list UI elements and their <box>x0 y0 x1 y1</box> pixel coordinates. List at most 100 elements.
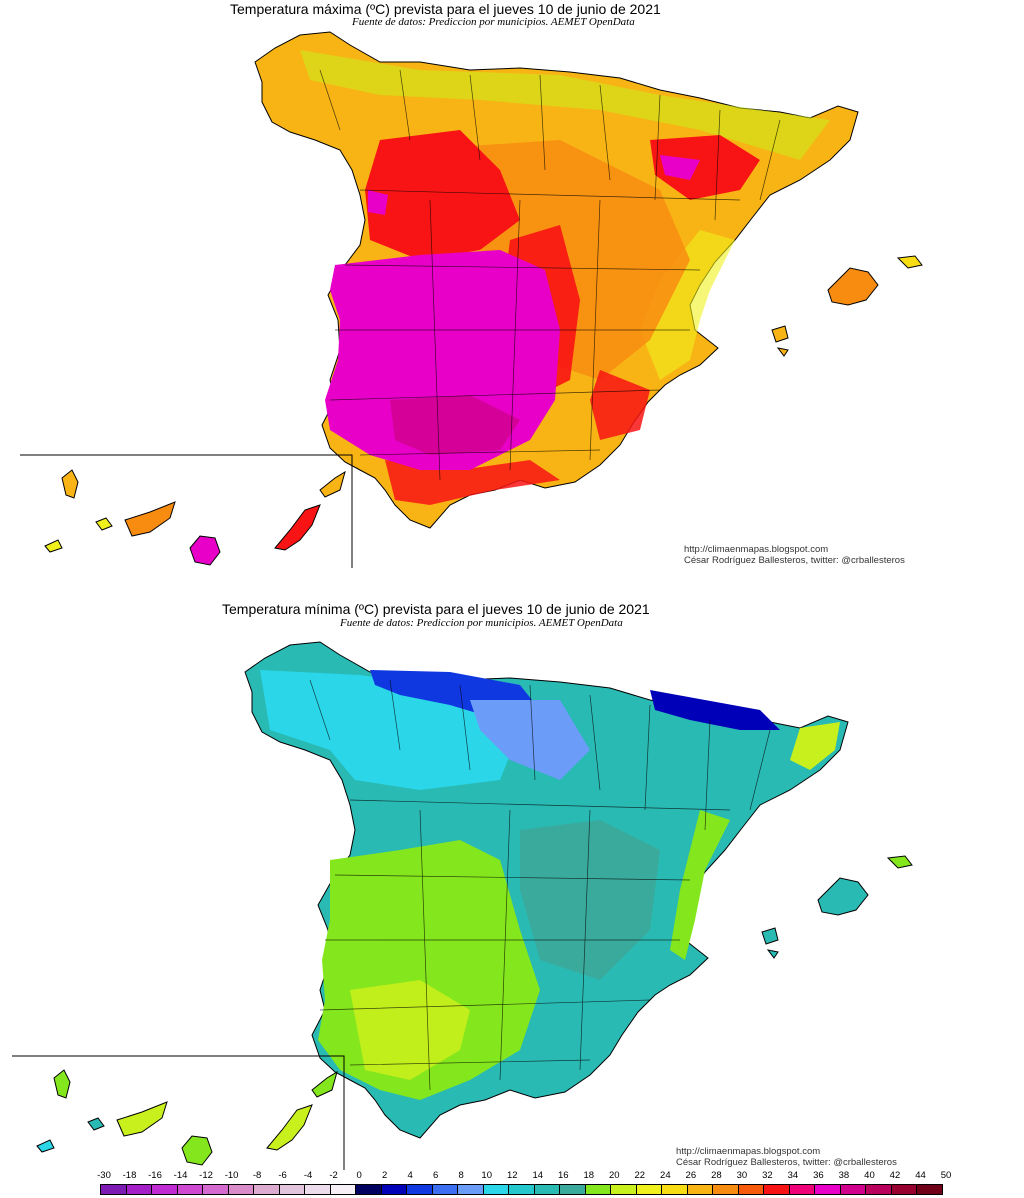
legend-label: 2 <box>382 1170 388 1181</box>
max-gran-canaria <box>189 535 221 566</box>
legend-swatch <box>355 1184 382 1195</box>
legend-label: -4 <box>303 1170 313 1181</box>
legend-swatch <box>304 1184 331 1195</box>
max-credit-author: César Rodríguez Ballesteros, twitter: @c… <box>684 555 905 566</box>
legend-label: 28 <box>711 1170 722 1181</box>
max-red-south <box>385 460 560 505</box>
legend-swatch <box>329 1184 357 1195</box>
legend-label: -14 <box>173 1170 188 1181</box>
legend-swatch <box>890 1184 918 1195</box>
legend-swatch <box>584 1184 612 1195</box>
legend-label: 34 <box>787 1170 799 1181</box>
legend-label: 30 <box>736 1170 748 1181</box>
max-map-credit: http://climaenmapas.blogspot.com César R… <box>684 544 905 566</box>
legend-label: 4 <box>407 1170 413 1181</box>
max-el-hierro <box>44 539 63 553</box>
max-red-ebro <box>650 135 760 200</box>
temperature-legend: -30 -18 -16 -14 -12 -10 -8 -6 -4 -2 0 2 4 6 8 10 12 14 16 1… <box>97 1170 951 1196</box>
legend-swatch <box>508 1184 535 1195</box>
max-temperature-map <box>20 31 923 568</box>
legend-swatch <box>661 1184 688 1195</box>
legend-swatch <box>100 1184 127 1195</box>
min-green-east-coast <box>670 810 730 960</box>
legend-swatch <box>227 1184 255 1195</box>
legend-label: -6 <box>278 1170 287 1181</box>
max-fuerteventura <box>274 504 321 551</box>
min-lanzarote <box>311 1070 338 1098</box>
legend-label: -2 <box>329 1170 338 1181</box>
legend-swatch <box>482 1184 510 1195</box>
legend-label: 18 <box>583 1170 595 1181</box>
min-canary-frame <box>12 1055 345 1170</box>
legend-label: 16 <box>557 1170 569 1181</box>
legend-swatch <box>788 1184 816 1195</box>
max-magenta-galicia <box>368 190 388 215</box>
min-el-hierro <box>36 1139 55 1153</box>
max-red-northwest <box>365 130 520 260</box>
max-mallorca <box>827 267 879 306</box>
legend-label: 26 <box>685 1170 697 1181</box>
max-province-borders <box>319 69 781 481</box>
legend-label: -10 <box>224 1170 239 1181</box>
min-temperature-map <box>12 641 913 1170</box>
legend-swatch <box>737 1184 765 1195</box>
legend-label: 44 <box>915 1170 926 1181</box>
max-tenerife <box>124 501 176 537</box>
min-map-title: Temperatura mínima (ºC) prevista para el… <box>222 601 650 617</box>
min-blue-iberian <box>470 700 590 780</box>
min-credit-url: http://climaenmapas.blogspot.com <box>676 1146 821 1157</box>
legend-swatch <box>635 1184 663 1195</box>
max-north-band <box>300 50 830 160</box>
legend-swatch <box>814 1184 841 1195</box>
legend-swatch <box>559 1184 586 1195</box>
legend-swatch <box>125 1184 152 1195</box>
legend-label: 0 <box>356 1170 362 1181</box>
max-lanzarote <box>319 470 346 498</box>
legend-swatch <box>202 1184 229 1195</box>
legend-swatch <box>533 1184 561 1195</box>
max-magenta-ebro <box>660 155 700 180</box>
legend-label: 50 <box>940 1170 952 1181</box>
max-red-southeast <box>590 370 650 440</box>
min-menorca <box>886 855 913 869</box>
min-green-catalonia <box>790 722 840 770</box>
min-la-gomera <box>87 1117 105 1131</box>
max-formentera <box>776 347 789 357</box>
legend-swatch <box>380 1184 408 1195</box>
legend-swatch <box>712 1184 739 1195</box>
legend-swatch <box>916 1184 943 1195</box>
min-la-palma <box>53 1069 71 1099</box>
legend-label: 20 <box>609 1170 620 1181</box>
legend-label: 6 <box>433 1170 439 1181</box>
min-map-source: Fuente de datos: Prediccion por municipi… <box>340 617 623 629</box>
max-la-gomera <box>95 517 113 531</box>
min-map-credit: http://climaenmapas.blogspot.com César R… <box>676 1146 897 1168</box>
legend-label: 24 <box>660 1170 671 1181</box>
legend-swatch <box>151 1184 178 1195</box>
legend-swatch <box>253 1184 280 1195</box>
max-darkmagenta <box>390 395 520 455</box>
legend-label: 22 <box>634 1170 646 1181</box>
min-formentera <box>766 949 779 959</box>
legend-swatch <box>686 1184 714 1195</box>
max-la-palma <box>61 469 79 499</box>
legend-label: 14 <box>532 1170 544 1181</box>
max-ibiza <box>771 325 789 343</box>
legend-label: 12 <box>506 1170 518 1181</box>
legend-swatch <box>865 1184 892 1195</box>
legend-label: 38 <box>838 1170 850 1181</box>
legend-swatch <box>610 1184 637 1195</box>
legend-label: -18 <box>122 1170 137 1181</box>
max-menorca <box>896 255 923 269</box>
min-credit-author: César Rodríguez Ballesteros, twitter: @c… <box>676 1157 897 1168</box>
legend-swatch <box>406 1184 433 1195</box>
min-fuerteventura <box>266 1104 313 1151</box>
legend-swatch <box>457 1184 484 1195</box>
legend-label: -8 <box>252 1170 262 1181</box>
max-credit-url: http://climaenmapas.blogspot.com <box>684 544 829 555</box>
legend-swatch <box>176 1184 204 1195</box>
max-east-yellow <box>640 230 735 380</box>
legend-label: -30 <box>97 1170 111 1181</box>
legend-swatch <box>839 1184 867 1195</box>
min-province-borders <box>309 679 771 1091</box>
